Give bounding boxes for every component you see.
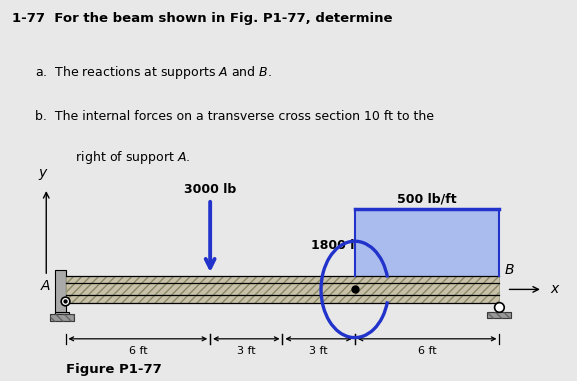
Text: a.  The reactions at supports $A$ and $B$.: a. The reactions at supports $A$ and $B$…: [35, 64, 271, 81]
Text: right of support $A$.: right of support $A$.: [52, 149, 190, 166]
Bar: [66, 276, 500, 303]
Text: $x$: $x$: [550, 282, 561, 296]
Bar: [66, 276, 500, 303]
Bar: [55, 270, 66, 315]
Text: $B$: $B$: [504, 263, 515, 277]
Bar: [50, 314, 74, 321]
Text: 1-77  For the beam shown in Fig. P1-77, determine: 1-77 For the beam shown in Fig. P1-77, d…: [12, 12, 392, 25]
Bar: [488, 312, 511, 319]
Text: 6 ft: 6 ft: [418, 346, 436, 355]
Text: 500 lb/ft: 500 lb/ft: [398, 192, 457, 205]
Bar: [488, 312, 511, 319]
Text: 3000 lb: 3000 lb: [184, 183, 237, 196]
Bar: [355, 209, 500, 276]
Text: $y$: $y$: [39, 167, 49, 182]
Circle shape: [64, 300, 67, 303]
Text: Figure P1-77: Figure P1-77: [66, 363, 162, 376]
Text: $A$: $A$: [40, 279, 51, 293]
Circle shape: [494, 303, 504, 312]
Text: 6 ft: 6 ft: [129, 346, 147, 355]
Bar: [50, 314, 74, 321]
Text: 3 ft: 3 ft: [309, 346, 328, 355]
Bar: [55, 312, 69, 315]
Text: b.  The internal forces on a transverse cross section 10 ft to the: b. The internal forces on a transverse c…: [35, 110, 434, 123]
Text: 1800 lb·ft: 1800 lb·ft: [311, 239, 379, 252]
Circle shape: [61, 297, 70, 306]
Text: 3 ft: 3 ft: [237, 346, 256, 355]
